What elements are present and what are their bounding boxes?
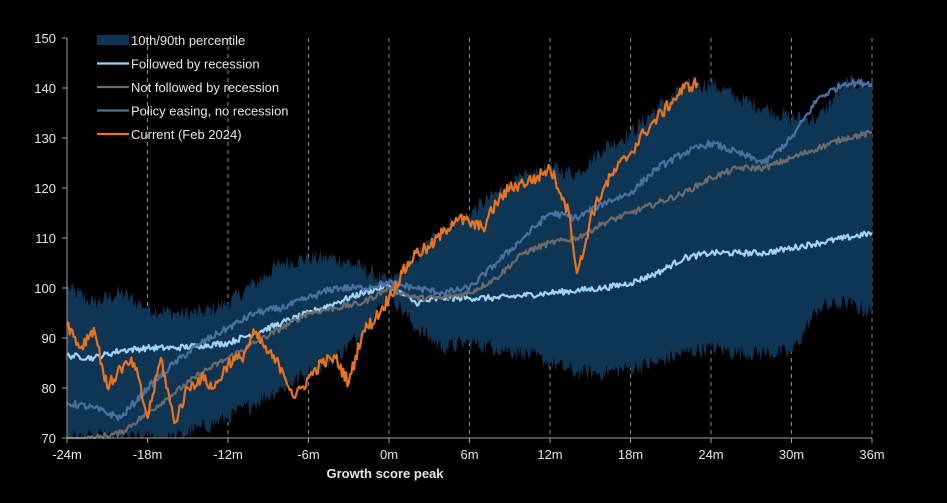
y-axis-ticks: 70 80 90 100 110 120 130 140 150 — [34, 31, 67, 446]
y-tick-label: 100 — [34, 281, 56, 296]
legend-label: Not followed by recession — [131, 80, 279, 95]
percentile-band — [67, 74, 872, 439]
series-lines — [66, 77, 874, 440]
x-tick-label: 6m — [460, 447, 478, 462]
x-tick-label: 18m — [618, 447, 643, 462]
series-line-1 — [66, 230, 873, 362]
y-tick-label: 80 — [42, 381, 56, 396]
y-tick-label: 150 — [34, 31, 56, 46]
x-tick-label: 36m — [859, 447, 884, 462]
y-tick-label: 120 — [34, 181, 56, 196]
series-line-3 — [66, 78, 874, 422]
y-tick-label: 140 — [34, 81, 56, 96]
legend-label: Followed by recession — [131, 57, 260, 72]
x-tick-label: -24m — [52, 447, 82, 462]
y-tick-label: 70 — [42, 431, 56, 446]
series-line-2 — [67, 129, 873, 440]
x-tick-label: 30m — [779, 447, 804, 462]
x-tick-label: 24m — [698, 447, 723, 462]
y-tick-label: 90 — [42, 331, 56, 346]
x-tick-label: 0m — [380, 447, 398, 462]
y-tick-label: 130 — [34, 131, 56, 146]
x-tick-label: 12m — [537, 447, 562, 462]
x-tick-label: -12m — [213, 447, 243, 462]
legend-swatch-band — [97, 35, 129, 45]
legend-label: 10th/90th percentile — [131, 33, 245, 48]
x-axis-ticks: -24m -18m -12m -6m 0m 6m 12m 18m 24m 30m 36m — [52, 438, 885, 462]
x-axis-title: Growth score peak — [326, 466, 444, 481]
legend: 10th/90th percentile Followed by recessio… — [97, 33, 289, 142]
x-tick-label: -6m — [297, 447, 319, 462]
legend-label: Current (Feb 2024) — [131, 127, 242, 142]
x-tick-label: -18m — [133, 447, 163, 462]
legend-label: Policy easing, no recession — [131, 104, 289, 119]
y-tick-label: 110 — [35, 231, 56, 246]
series-line-4 — [66, 77, 699, 425]
